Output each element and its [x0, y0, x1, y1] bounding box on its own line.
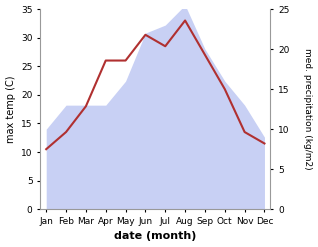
Y-axis label: max temp (C): max temp (C) [5, 75, 16, 143]
Y-axis label: med. precipitation (kg/m2): med. precipitation (kg/m2) [303, 48, 313, 170]
X-axis label: date (month): date (month) [114, 231, 197, 242]
